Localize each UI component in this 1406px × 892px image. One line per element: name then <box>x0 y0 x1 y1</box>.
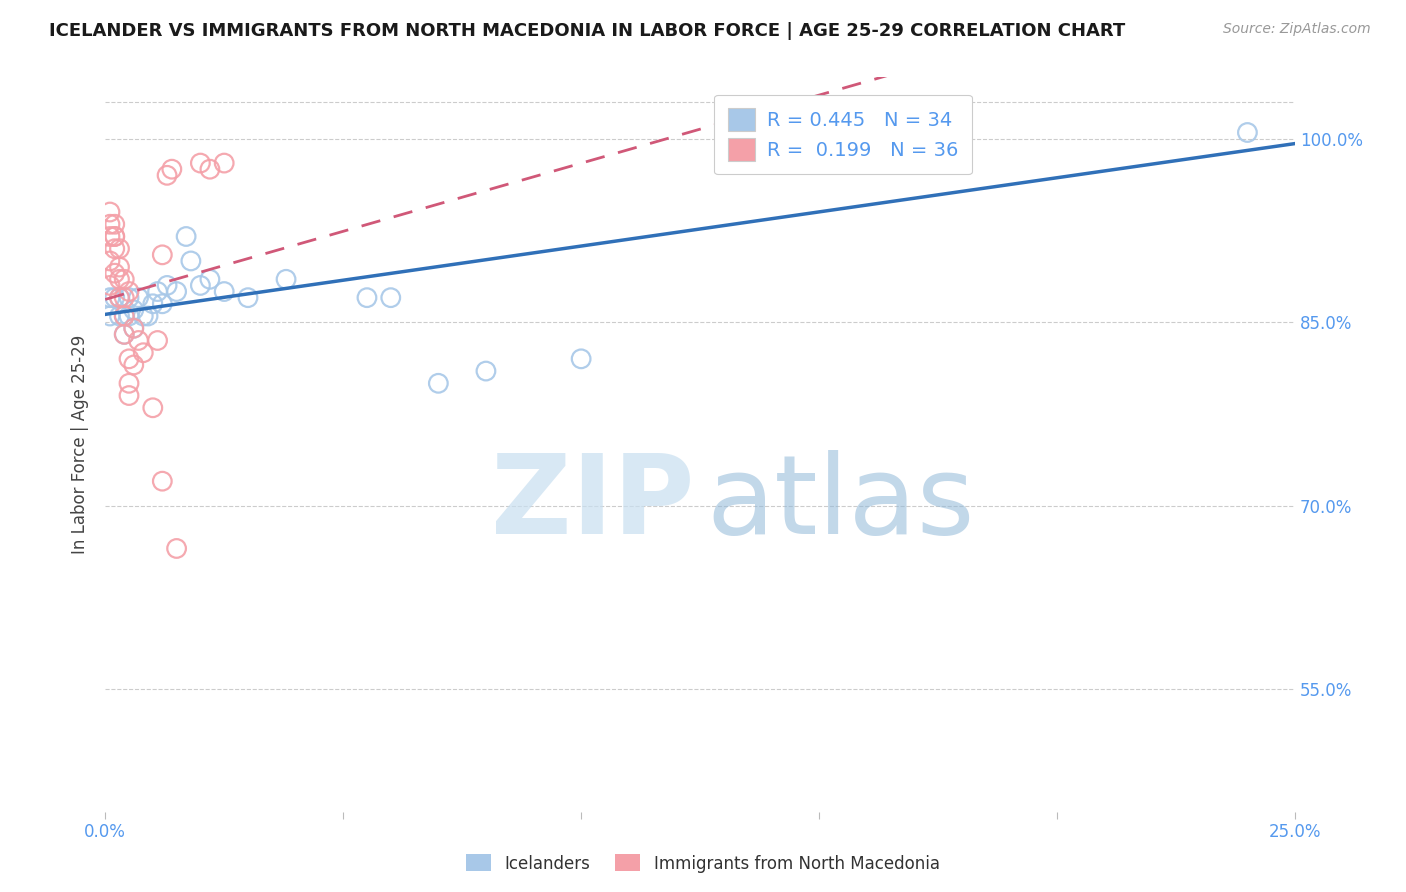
Point <box>142 297 165 311</box>
Point <box>212 156 235 170</box>
Point <box>569 351 592 366</box>
Point <box>108 260 131 274</box>
Point <box>104 217 127 231</box>
Point <box>132 345 155 359</box>
Point <box>136 309 159 323</box>
Point <box>112 327 135 342</box>
Point <box>198 272 221 286</box>
Point <box>128 291 150 305</box>
Point <box>427 376 450 391</box>
Point <box>150 474 173 488</box>
Text: Source: ZipAtlas.com: Source: ZipAtlas.com <box>1223 22 1371 37</box>
Legend: Icelanders, Immigrants from North Macedonia: Icelanders, Immigrants from North Macedo… <box>460 847 946 880</box>
Point <box>156 169 179 183</box>
Point <box>198 162 221 177</box>
Point <box>122 358 145 372</box>
Point <box>118 285 141 299</box>
Point <box>108 309 131 323</box>
Point <box>142 401 165 415</box>
Point <box>132 309 155 323</box>
Point <box>98 309 121 323</box>
Point <box>112 309 135 323</box>
Point <box>112 327 135 342</box>
Point <box>98 278 121 293</box>
Point <box>160 162 183 177</box>
Point <box>122 302 145 317</box>
Point <box>146 285 169 299</box>
Point <box>112 291 135 305</box>
Point <box>274 272 297 286</box>
Point <box>98 217 121 231</box>
Point <box>166 541 188 556</box>
Point <box>166 285 188 299</box>
Text: ICELANDER VS IMMIGRANTS FROM NORTH MACEDONIA IN LABOR FORCE | AGE 25-29 CORRELAT: ICELANDER VS IMMIGRANTS FROM NORTH MACED… <box>49 22 1125 40</box>
Point <box>122 321 145 335</box>
Point <box>146 334 169 348</box>
Point <box>150 297 173 311</box>
Point <box>180 254 202 268</box>
Point <box>122 321 145 335</box>
Point <box>356 291 378 305</box>
Text: atlas: atlas <box>706 450 974 557</box>
Point <box>104 242 127 256</box>
Point <box>98 254 121 268</box>
Point <box>112 272 135 286</box>
Point <box>761 131 783 145</box>
Point <box>212 285 235 299</box>
Point <box>108 291 131 305</box>
Point <box>174 229 197 244</box>
Point <box>108 291 131 305</box>
Point <box>104 266 127 280</box>
Legend: R = 0.445   N = 34, R =  0.199   N = 36: R = 0.445 N = 34, R = 0.199 N = 36 <box>714 95 972 175</box>
Point <box>808 126 831 140</box>
Text: ZIP: ZIP <box>491 450 695 557</box>
Point <box>118 388 141 402</box>
Point <box>475 364 498 378</box>
Point <box>98 229 121 244</box>
Point <box>128 334 150 348</box>
Y-axis label: In Labor Force | Age 25-29: In Labor Force | Age 25-29 <box>72 334 89 554</box>
Point <box>118 291 141 305</box>
Point <box>380 291 402 305</box>
Point <box>1236 126 1258 140</box>
Point <box>98 291 121 305</box>
Point <box>118 309 141 323</box>
Point <box>98 205 121 219</box>
Point <box>150 248 173 262</box>
Point <box>104 229 127 244</box>
Point <box>156 278 179 293</box>
Point <box>190 278 212 293</box>
Point <box>108 272 131 286</box>
Point <box>108 242 131 256</box>
Point <box>118 351 141 366</box>
Point <box>236 291 259 305</box>
Point <box>112 309 135 323</box>
Point <box>190 156 212 170</box>
Point <box>104 291 127 305</box>
Point <box>118 376 141 391</box>
Point <box>104 229 127 244</box>
